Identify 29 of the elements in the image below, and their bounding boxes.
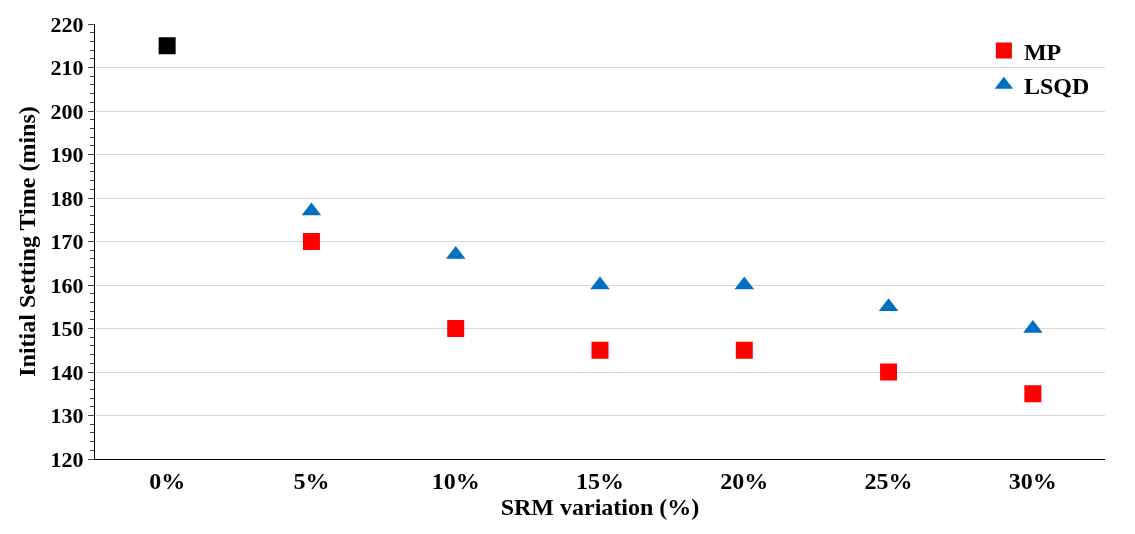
y-tick-label: 150 [50, 316, 84, 342]
y-axis-title: Initial Setting Time (mins) [13, 106, 40, 377]
x-tick-label: 15% [576, 467, 624, 494]
x-tick-label: 10% [431, 467, 480, 494]
y-tick-label: 180 [50, 185, 84, 211]
point [591, 341, 609, 359]
x-tick-label: 0% [149, 467, 186, 494]
y-tick-label: 170 [50, 229, 84, 255]
x-tick-label: 20% [720, 467, 769, 494]
y-tick-label: 160 [50, 272, 84, 298]
y-tick-label: 220 [50, 11, 84, 37]
y-tick-label: 210 [50, 55, 84, 81]
x-tick-label: 30% [1008, 467, 1057, 494]
point [302, 233, 320, 250]
y-tick-label: 190 [50, 142, 84, 168]
x-axis-title: SRM variation (%) [500, 493, 700, 520]
point [880, 363, 898, 381]
point [735, 341, 753, 359]
y-tick-label: 130 [50, 403, 84, 429]
x-tick-label: 5% [293, 467, 330, 494]
point [447, 320, 465, 337]
y-tick-label: 120 [50, 446, 84, 472]
legend-label: MP [1023, 38, 1062, 65]
x-tick-label: 25% [864, 467, 913, 494]
y-tick-label: 140 [50, 359, 84, 385]
point [1024, 385, 1042, 403]
legend-label: LSQD [1023, 73, 1090, 100]
point [590, 276, 610, 290]
y-tick-label: 200 [50, 98, 84, 124]
